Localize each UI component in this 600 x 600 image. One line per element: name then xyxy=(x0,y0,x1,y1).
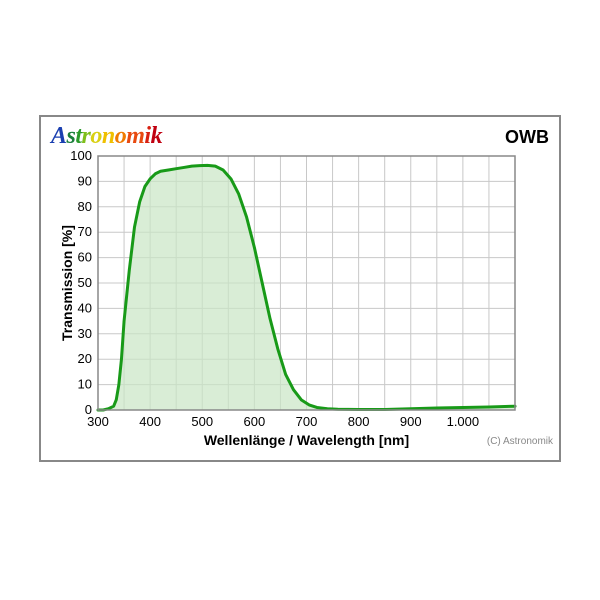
svg-text:800: 800 xyxy=(348,414,370,429)
y-axis-label: Transmission [%] xyxy=(59,225,75,341)
transmission-chart: 3004005006007008009001.00001020304050607… xyxy=(54,112,559,454)
copyright-text: (C) Astronomik xyxy=(487,436,553,447)
svg-text:100: 100 xyxy=(70,148,92,163)
svg-text:0: 0 xyxy=(85,402,92,417)
svg-text:400: 400 xyxy=(139,414,161,429)
x-axis-label: Wellenlänge / Wavelength [nm] xyxy=(98,432,515,448)
svg-text:80: 80 xyxy=(78,199,92,214)
svg-text:50: 50 xyxy=(78,275,92,290)
svg-text:40: 40 xyxy=(78,300,92,315)
svg-text:500: 500 xyxy=(191,414,213,429)
svg-text:900: 900 xyxy=(400,414,422,429)
stage: Astronomik OWB 3004005006007008009001.00… xyxy=(0,0,600,600)
svg-text:90: 90 xyxy=(78,173,92,188)
chart-frame: Astronomik OWB 3004005006007008009001.00… xyxy=(39,115,561,462)
svg-text:600: 600 xyxy=(244,414,266,429)
svg-text:1.000: 1.000 xyxy=(447,414,480,429)
svg-text:700: 700 xyxy=(296,414,318,429)
svg-text:10: 10 xyxy=(78,377,92,392)
svg-text:60: 60 xyxy=(78,250,92,265)
svg-text:20: 20 xyxy=(78,351,92,366)
svg-text:30: 30 xyxy=(78,326,92,341)
svg-text:70: 70 xyxy=(78,224,92,239)
